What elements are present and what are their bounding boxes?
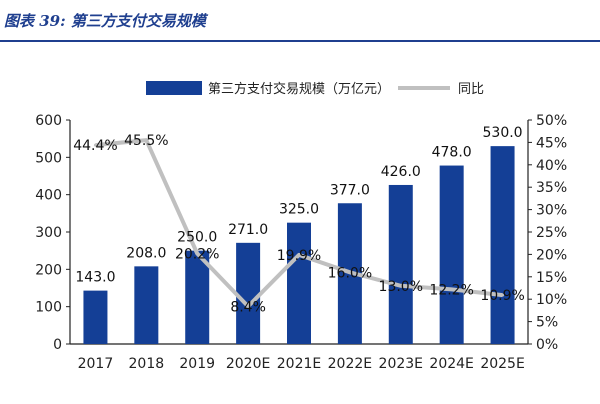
bar-value-label: 426.0 [381, 164, 421, 180]
line-series [93, 138, 505, 309]
bar-2023E [388, 184, 413, 344]
legend: 第三方支付交易规模（万亿元） 同比 [146, 81, 484, 97]
y-right-tick-label: 35% [536, 180, 567, 196]
growth-value-label: 12.2% [429, 282, 473, 298]
legend-bar-label: 第三方支付交易规模（万亿元） [208, 81, 390, 97]
y-left-tick-label: 300 [35, 225, 62, 241]
growth-point-2021E [297, 253, 301, 257]
growth-point-2017 [93, 143, 97, 147]
bar-2017 [83, 290, 108, 344]
bar-value-label: 478.0 [432, 145, 472, 161]
y-left-tick-label: 0 [53, 337, 62, 353]
growth-point-2025E [501, 293, 505, 297]
y-left-tick-label: 200 [35, 262, 62, 278]
legend-line-label: 同比 [458, 82, 484, 97]
bar-value-label: 250.0 [177, 230, 217, 246]
growth-point-2023E [399, 284, 403, 288]
bar-2021E [287, 222, 311, 344]
growth-point-2020E [246, 304, 250, 308]
figure-title: 图表 39: 第三方支付交易规模 [4, 12, 206, 30]
y-right-tick-label: 15% [536, 270, 567, 286]
growth-point-2024E [450, 287, 454, 291]
growth-value-label: 19.9% [277, 248, 321, 264]
y-right-tick-label: 20% [536, 247, 567, 263]
y-right-tick-label: 5% [536, 315, 558, 331]
growth-value-label: 20.2% [175, 247, 219, 263]
y-right-tick-label: 45% [536, 135, 567, 151]
x-tick-label: 2025E [480, 356, 524, 372]
y-right-tick-label: 25% [536, 225, 567, 241]
y-right-tick-label: 50% [536, 113, 567, 129]
bar-value-label: 143.0 [75, 270, 115, 286]
bar-value-label: 530.0 [483, 125, 523, 141]
x-tick-label: 2017 [78, 356, 114, 372]
growth-point-2019 [195, 252, 199, 256]
bar-2024E [439, 165, 464, 344]
bar-2019 [185, 250, 210, 344]
growth-point-2022E [348, 270, 352, 274]
bar-series [83, 146, 515, 344]
x-tick-label: 2023E [379, 356, 423, 372]
y-left-tick-label: 600 [35, 113, 62, 129]
x-tick-label: 2024E [429, 356, 473, 372]
y-left-tick-label: 500 [35, 150, 62, 166]
bar-value-label: 208.0 [126, 245, 166, 261]
bar-2018 [134, 266, 159, 344]
bar-2020E [236, 242, 261, 344]
growth-value-label: 13.0% [379, 279, 423, 295]
bar-2025E [490, 146, 515, 344]
bar-value-label: 325.0 [279, 202, 319, 218]
growth-value-label: 44.4% [73, 138, 117, 154]
growth-value-label: 10.9% [480, 288, 524, 304]
y-left-tick-label: 400 [35, 188, 62, 204]
x-tick-label: 2019 [179, 356, 215, 372]
x-tick-label: 2022E [328, 356, 372, 372]
legend-bar-swatch [146, 81, 202, 95]
x-tick-label: 2021E [277, 356, 321, 372]
chart-container: 第三方支付交易规模（万亿元） 同比 0 100 200 300 400 500 600 0% 5… [0, 44, 600, 400]
bar-value-label: 271.0 [228, 222, 268, 238]
y-right-tick-label: 10% [536, 292, 567, 308]
axes: 0 100 200 300 400 500 600 0% 5% 10% 15% 20% 25% 30% 35… [35, 113, 567, 372]
growth-value-label: 45.5% [124, 133, 168, 149]
growth-point-2018 [144, 138, 148, 142]
combo-chart: 第三方支付交易规模（万亿元） 同比 0 100 200 300 400 500 600 0% 5… [35, 81, 567, 372]
y-right-tick-label: 40% [536, 158, 567, 174]
data-labels: 143.0 208.0 250.0 271.0 325.0 377.0 426.0 478.0… [73, 125, 525, 315]
bar-value-label: 377.0 [330, 182, 370, 198]
y-left-tick-label: 100 [35, 300, 62, 316]
y-right-tick-label: 30% [536, 203, 567, 219]
y-right-tick-label: 0% [536, 337, 558, 353]
x-tick-label: 2020E [226, 356, 270, 372]
header-rule [0, 40, 600, 42]
figure-header: 图表 39: 第三方支付交易规模 [0, 0, 600, 44]
growth-value-label: 16.0% [328, 265, 372, 281]
x-tick-label: 2018 [129, 356, 165, 372]
growth-value-label: 8.4% [230, 299, 266, 315]
